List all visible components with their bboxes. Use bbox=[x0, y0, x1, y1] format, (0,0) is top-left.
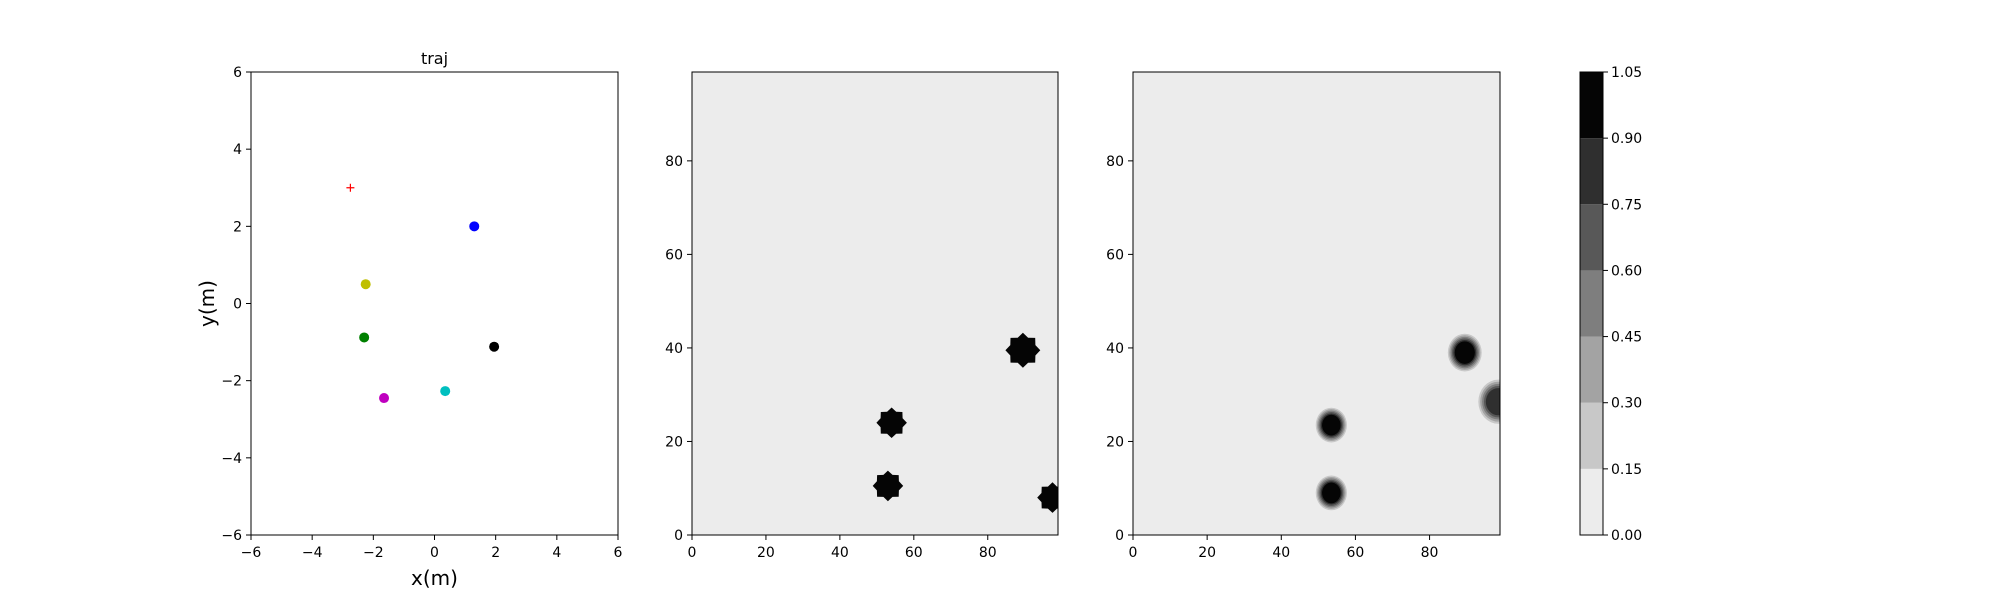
axes-frame bbox=[1132, 71, 1501, 536]
x-tick-label: −6 bbox=[241, 545, 262, 561]
heatmap-panel-2: 0 20 40 60 80 0 20 40 60 80 bbox=[1106, 71, 1501, 561]
colorbar-tick-label: 0.60 bbox=[1611, 263, 1642, 279]
colorbar-tick-label: 0.45 bbox=[1611, 330, 1642, 346]
y-axis-label: y(m) bbox=[195, 280, 219, 327]
x-tick-label: 40 bbox=[1272, 545, 1290, 561]
y-tick-label: 20 bbox=[1106, 434, 1124, 450]
y-tick-label: 4 bbox=[233, 142, 242, 158]
heatmap-panel-1: 0 20 40 60 80 0 20 40 60 80 bbox=[665, 71, 1059, 561]
x-tick-label: 0 bbox=[688, 545, 697, 561]
colorbar-band bbox=[1580, 336, 1603, 403]
obstacle-blob bbox=[872, 470, 904, 502]
y-tick-label: 60 bbox=[665, 247, 683, 263]
obstacle-group bbox=[872, 332, 1058, 513]
x-tick-label: 20 bbox=[757, 545, 775, 561]
colorbar-band bbox=[1580, 468, 1603, 535]
y-tick-label: 40 bbox=[665, 341, 683, 357]
axes-frame bbox=[691, 71, 1059, 536]
heatmap-background bbox=[1133, 72, 1500, 535]
colorbar-tick-label: 0.75 bbox=[1611, 197, 1642, 213]
colorbar-band bbox=[1580, 270, 1603, 337]
colorbar-band bbox=[1580, 72, 1603, 139]
obstacle-blob bbox=[876, 407, 907, 438]
x-tick-label: 60 bbox=[1347, 545, 1365, 561]
obstacle-blob bbox=[1037, 482, 1058, 513]
y-tick-label: 80 bbox=[1106, 154, 1124, 170]
obstacle-blob bbox=[1454, 341, 1475, 364]
obstacle-blob bbox=[1322, 482, 1341, 504]
y-tick-label: 0 bbox=[674, 528, 683, 544]
plot-area bbox=[251, 72, 618, 535]
y-tick-label: −4 bbox=[221, 451, 242, 467]
x-tick-label: 80 bbox=[1421, 545, 1439, 561]
x-tick-label: 4 bbox=[552, 545, 561, 561]
traj-scatter-panel: −6 −4 −2 0 2 4 6 −6 −4 −2 0 2 4 6 traj x(m) y(m) bbox=[195, 49, 623, 590]
colorbar: 0.00 0.15 0.30 0.45 0.60 0.75 0.90 1.05 bbox=[1579, 65, 1642, 544]
x-tick-label: 2 bbox=[491, 545, 500, 561]
start-plus-marker bbox=[346, 183, 355, 192]
x-tick-label: 0 bbox=[1129, 545, 1138, 561]
obstacle-blob bbox=[1005, 332, 1041, 368]
agent-point bbox=[359, 332, 370, 343]
heatmap-background bbox=[692, 72, 1058, 535]
colorbar-tick-label: 1.05 bbox=[1611, 65, 1642, 81]
y-tick-label: 60 bbox=[1106, 247, 1124, 263]
agent-point bbox=[379, 393, 390, 404]
agent-point bbox=[469, 221, 480, 232]
colorbar-tick-label: 0.15 bbox=[1611, 462, 1642, 478]
colorbar-band bbox=[1580, 402, 1603, 469]
y-tick-label: 20 bbox=[665, 434, 683, 450]
colorbar-tick-label: 0.00 bbox=[1611, 528, 1642, 544]
colorbar-tick-label: 0.30 bbox=[1611, 396, 1642, 412]
x-tick-label: 40 bbox=[831, 545, 849, 561]
y-tick-label: 6 bbox=[233, 65, 242, 81]
obstacle-blob bbox=[1322, 414, 1341, 436]
x-tick-label: 80 bbox=[979, 545, 997, 561]
x-tick-label: −2 bbox=[363, 545, 384, 561]
colorbar-band bbox=[1580, 204, 1603, 271]
obstacle-blob bbox=[1486, 388, 1500, 416]
y-tick-label: 0 bbox=[233, 297, 242, 313]
axes-frame bbox=[250, 71, 619, 536]
colorbar-frame bbox=[1579, 71, 1604, 536]
chart-title: traj bbox=[421, 49, 448, 68]
x-tick-label: 60 bbox=[905, 545, 923, 561]
obstacle-group bbox=[1315, 333, 1500, 511]
x-tick-label: 6 bbox=[614, 545, 623, 561]
y-tick-label: −2 bbox=[221, 374, 242, 390]
y-tick-label: 40 bbox=[1106, 341, 1124, 357]
y-tick-label: −6 bbox=[221, 528, 242, 544]
x-axis-label: x(m) bbox=[411, 566, 458, 590]
x-tick-label: 0 bbox=[430, 545, 439, 561]
colorbar-band bbox=[1580, 138, 1603, 205]
y-tick-label: 2 bbox=[233, 219, 242, 235]
agent-point bbox=[489, 341, 500, 352]
y-tick-label: 0 bbox=[1115, 528, 1124, 544]
x-tick-label: −4 bbox=[302, 545, 323, 561]
y-tick-label: 80 bbox=[665, 154, 683, 170]
agent-point bbox=[360, 279, 371, 290]
colorbar-tick-label: 0.90 bbox=[1611, 131, 1642, 147]
agent-point bbox=[440, 386, 451, 397]
x-tick-label: 20 bbox=[1198, 545, 1216, 561]
